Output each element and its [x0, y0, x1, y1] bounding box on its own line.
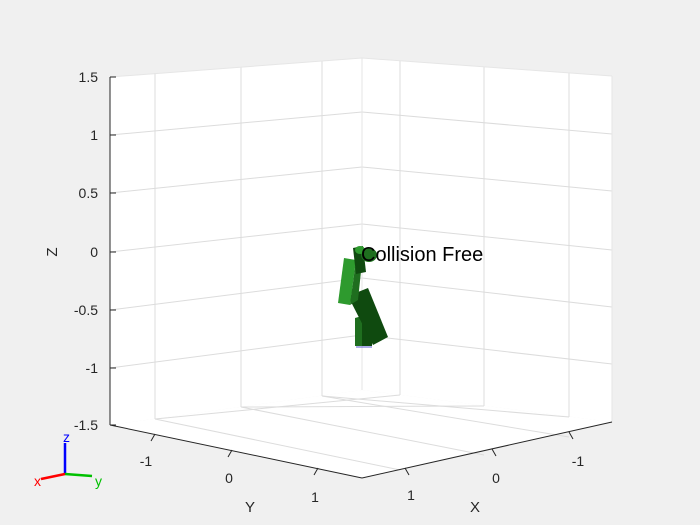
x-tick-label: 0	[492, 470, 500, 486]
x-tick-label: 1	[407, 487, 415, 503]
floor-pane	[110, 390, 612, 478]
triad-y-axis	[64, 472, 93, 478]
robot-lower-arm-link	[348, 288, 388, 345]
x-tick-labels: 1 0 -1	[407, 453, 584, 503]
y-tick-label: -1	[140, 453, 153, 469]
y-tick-label: 1	[311, 489, 319, 505]
y-axis-line	[109, 424, 363, 479]
axis-lines	[109, 76, 613, 479]
left-back-pane	[110, 58, 362, 425]
z-axis-label: Z	[44, 247, 61, 256]
robot-model[interactable]	[338, 246, 388, 348]
triad-y-label: y	[95, 473, 102, 489]
y-tick-labels: -1 0 1	[140, 453, 319, 505]
z-tick-label: 0	[90, 244, 98, 260]
z-tick-label: 0.5	[79, 185, 99, 201]
z-tick-label: 1	[90, 127, 98, 143]
y-axis-label: Y	[245, 499, 255, 516]
orientation-triad[interactable]: z y x	[34, 429, 102, 489]
z-tick-labels: 1.5 1 0.5 0 -0.5 -1 -1.5	[74, 69, 98, 433]
z-tick-label: -1.5	[74, 417, 98, 433]
right-back-pane	[362, 58, 612, 422]
grid-lines	[109, 61, 613, 471]
z-tick-label: -1	[86, 360, 99, 376]
triad-z-label: z	[63, 429, 70, 445]
triad-x-axis	[40, 472, 66, 481]
x-axis-label: X	[470, 499, 480, 516]
x-axis-line	[361, 421, 613, 479]
robot-end-effector-top	[355, 246, 365, 254]
z-tick-label: -0.5	[74, 302, 98, 318]
triad-x-label: x	[34, 473, 41, 489]
collision-status-text: Collision Free	[361, 244, 483, 266]
robot-base-link	[355, 316, 362, 346]
robot-end-effector	[361, 248, 377, 262]
x-tick-label: -1	[572, 453, 585, 469]
z-tick-label: 1.5	[79, 69, 99, 85]
robot-upper-arm-link	[338, 258, 356, 305]
y-tick-label: 0	[225, 470, 233, 486]
